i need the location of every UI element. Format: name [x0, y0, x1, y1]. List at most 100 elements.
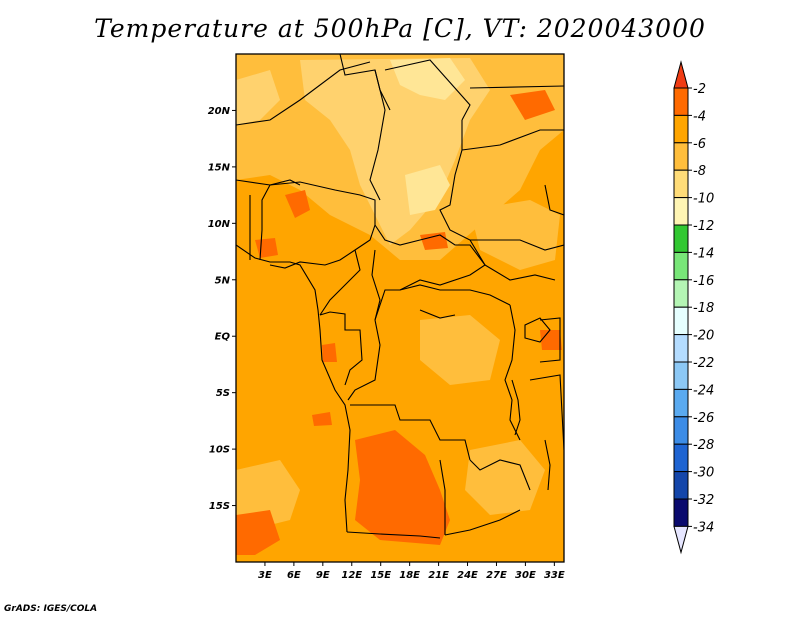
colorbar-label: -18 — [693, 301, 714, 316]
field-cool-central — [420, 315, 500, 385]
lon-label: 27E — [486, 570, 507, 581]
field-coolest-north — [390, 58, 465, 100]
field-warm-cameroon — [420, 232, 448, 250]
colorbar-segment — [673, 279, 689, 308]
border-benin — [259, 184, 271, 261]
colorbar-segment — [673, 169, 689, 199]
field-cool-southeast — [465, 440, 545, 515]
lon-label: 18E — [399, 570, 420, 581]
country-borders — [236, 54, 564, 539]
lat-label: EQ — [215, 332, 231, 343]
river-congo — [419, 309, 456, 319]
lon-label: 30E — [515, 570, 536, 581]
longitude-axis: 3E 6E 9E 12E 15E 18E 21E 24E 27E 30E 33E — [258, 562, 565, 581]
border-libya-chad — [384, 59, 471, 121]
field-warm-gabon — [322, 343, 337, 362]
colorbar-segment — [673, 388, 689, 418]
border-uganda — [539, 317, 561, 363]
colorbar-label: -20 — [693, 329, 714, 344]
border-sudan-east — [470, 239, 564, 251]
lat-label: 5S — [216, 388, 230, 399]
lon-label: 24E — [457, 570, 478, 581]
colorbar-label: -12 — [693, 219, 714, 234]
colorbar-segment — [673, 334, 689, 363]
colorbar-label: -8 — [693, 164, 706, 179]
latitude-axis: 20N 15N 10N 5N EQ 5S 10S 15S — [208, 106, 236, 512]
border-sudan-north — [461, 129, 564, 151]
colorbar-label: -28 — [693, 438, 714, 453]
colorbar-label: -22 — [693, 356, 714, 371]
border-angola-namibia — [346, 531, 441, 539]
border-ethiopia — [544, 184, 564, 216]
colorbar-label: -16 — [693, 274, 714, 289]
colorbar-label: -24 — [693, 383, 714, 398]
colorbar-segment — [673, 224, 689, 253]
lon-label: 12E — [341, 570, 362, 581]
border-algeria-niger — [236, 61, 371, 126]
lon-label: 21E — [428, 570, 449, 581]
field-warm-sw — [236, 510, 280, 555]
border-drc-angola — [350, 404, 471, 461]
colorbar-label: -6 — [693, 137, 706, 152]
colorbar-segment — [673, 197, 689, 226]
lake-tanganyika — [511, 379, 521, 436]
colorbar-segment — [673, 251, 689, 281]
border-zambia-south — [444, 509, 521, 536]
field-cool-south — [236, 460, 300, 530]
border-sudan-egypt — [469, 85, 564, 89]
west-coast — [236, 244, 351, 533]
field-cooler-north — [300, 58, 490, 245]
lat-label: 5N — [215, 275, 231, 286]
lat-label: 10S — [209, 445, 230, 456]
lon-label: 6E — [287, 570, 301, 581]
border-angola-zambia — [439, 459, 446, 535]
field-cool-east — [470, 200, 560, 270]
lat-label: 20N — [208, 106, 231, 117]
colorbar-top-arrow — [673, 60, 689, 89]
colorbar-bottom-arrow — [673, 525, 689, 555]
lake-victoria — [524, 317, 551, 343]
border-niger-chad — [369, 69, 386, 201]
lat-label: 15S — [209, 501, 230, 512]
border-nigeria — [269, 181, 376, 269]
colorbar-segment — [673, 114, 689, 144]
colorbar-label: -14 — [693, 246, 714, 261]
field-cooler-west — [236, 70, 280, 125]
field-warm-angola — [355, 430, 450, 545]
colorbar-segment — [673, 87, 689, 116]
colorbar-segment — [673, 471, 689, 500]
lon-label: 3E — [258, 570, 272, 581]
colorbar-label: -30 — [693, 466, 714, 481]
colorbar-segment — [673, 361, 689, 390]
colorbar-label: -32 — [693, 493, 714, 508]
field-warm-drc — [312, 412, 332, 426]
colorbar-label: -4 — [693, 109, 706, 124]
colorbar-label: -26 — [693, 411, 714, 426]
lon-label: 9E — [316, 570, 330, 581]
colorbar-segment — [673, 306, 689, 336]
colorbar-segment — [673, 443, 689, 473]
border-south-sudan-uganda — [484, 264, 556, 281]
lon-label: 15E — [370, 570, 391, 581]
border-congo-gabon — [319, 311, 363, 386]
border-drc-zambia — [469, 459, 531, 491]
border-congo-drc — [347, 319, 381, 401]
colorbar-label: -10 — [693, 192, 714, 207]
border-tanzania — [529, 374, 564, 451]
colorbar-segment — [673, 416, 689, 445]
lat-label: 10N — [208, 219, 231, 230]
colorbar: -2 -4 -6 -8 -10 -12 -14 -16 -18 -20 -22 -24 -26 -28 -3… — [673, 60, 714, 555]
temperature-field — [236, 54, 564, 562]
colorbar-label: -34 — [693, 520, 714, 535]
colorbar-segment — [673, 142, 689, 171]
colorbar-segment — [673, 498, 689, 527]
border-cameroon-car — [371, 249, 381, 321]
grads-credit: GrADS: IGES/COLA — [4, 604, 98, 614]
colorbar-label: -2 — [693, 82, 706, 97]
field-warm-nigeria — [285, 190, 310, 218]
border-cameroon — [319, 249, 361, 316]
border-drc-north — [399, 284, 511, 306]
lat-label: 15N — [208, 162, 231, 173]
border-chad-sudan — [439, 120, 486, 266]
